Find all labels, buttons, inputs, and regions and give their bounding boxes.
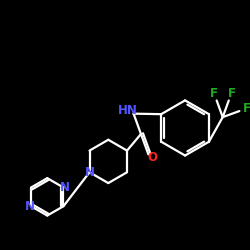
Text: N: N [84, 166, 94, 179]
Text: F: F [210, 86, 218, 100]
Text: N: N [60, 181, 70, 194]
Text: O: O [147, 151, 157, 164]
Text: HN: HN [118, 104, 138, 117]
Text: N: N [25, 200, 35, 213]
Text: F: F [228, 86, 235, 100]
Text: F: F [243, 102, 250, 115]
